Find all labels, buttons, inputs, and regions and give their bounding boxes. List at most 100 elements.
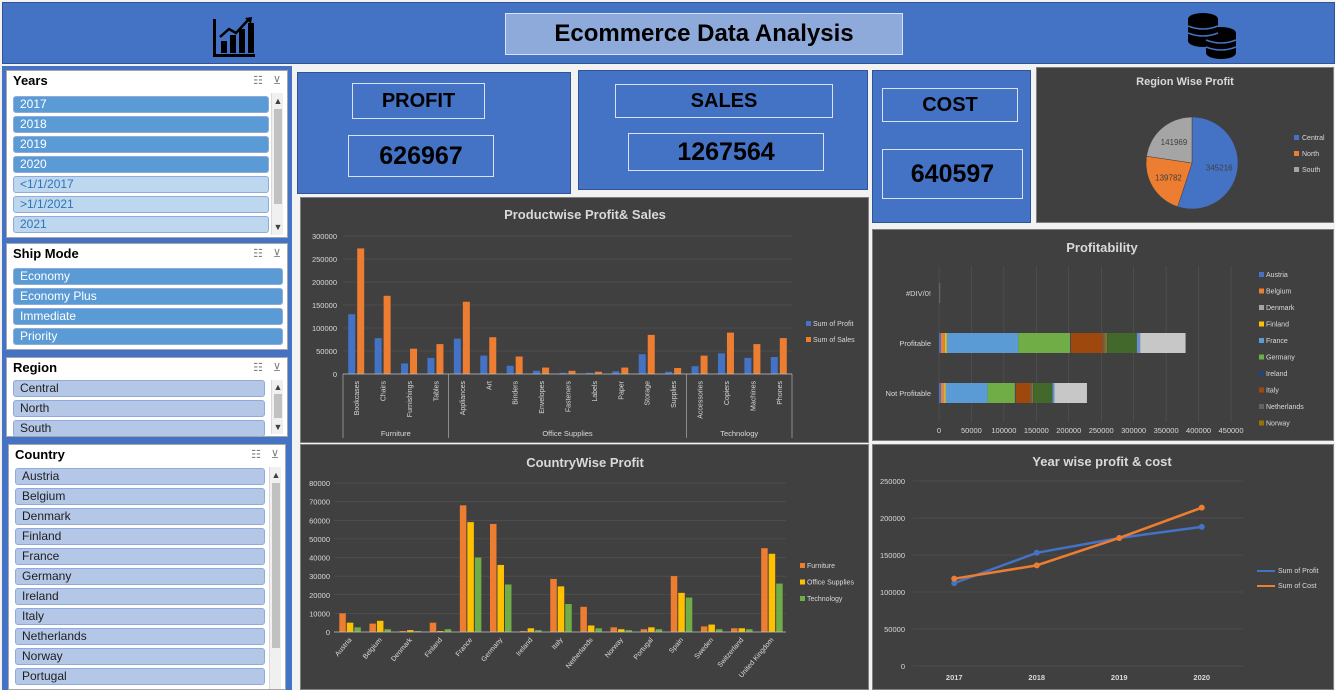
bar bbox=[753, 344, 761, 374]
slicer-item[interactable]: Austria bbox=[15, 468, 265, 485]
bar bbox=[738, 628, 746, 632]
bar-segment bbox=[939, 383, 941, 403]
slicer-item[interactable]: 2020 bbox=[13, 156, 269, 173]
scroll-up-icon[interactable]: ▲ bbox=[273, 382, 283, 392]
bar bbox=[497, 564, 504, 632]
slicer-item[interactable]: 2019 bbox=[13, 136, 269, 153]
bar bbox=[429, 622, 437, 632]
bar bbox=[407, 630, 414, 632]
country-scrollbar[interactable]: ▲ bbox=[269, 467, 281, 689]
slicer-item[interactable]: South bbox=[13, 420, 265, 436]
y-tick-label: 50000 bbox=[316, 347, 337, 356]
scroll-up-icon[interactable]: ▲ bbox=[273, 96, 283, 106]
slicer-item[interactable]: Priority bbox=[13, 328, 283, 345]
slicer-item[interactable]: >1/1/2021 bbox=[13, 196, 269, 213]
chart-title: Profitability bbox=[1066, 240, 1138, 255]
bar-segment bbox=[1107, 333, 1108, 353]
dashboard-title: Ecommerce Data Analysis bbox=[505, 13, 903, 55]
bar-segment bbox=[987, 383, 1015, 403]
y-tick-label: 200000 bbox=[880, 514, 905, 523]
legend-swatch bbox=[1259, 354, 1264, 360]
slicer-item[interactable]: Portugal bbox=[15, 668, 265, 685]
slicer-item[interactable]: Netherlands bbox=[15, 628, 265, 645]
slicer-item[interactable]: France bbox=[15, 548, 265, 565]
x-tick-label: Art bbox=[486, 381, 493, 390]
slicer-item[interactable]: <1/1/2017 bbox=[13, 176, 269, 193]
legend-label: Finland bbox=[1266, 322, 1289, 329]
bar-segment bbox=[944, 333, 945, 353]
x-tick-label: Sweden bbox=[694, 637, 716, 661]
bar-segment bbox=[1140, 333, 1186, 353]
group-label: Office Supplies bbox=[542, 429, 593, 438]
clear-filter-icon[interactable]: ⊻ bbox=[272, 362, 281, 374]
slicer-item[interactable]: Denmark bbox=[15, 508, 265, 525]
legend-label: Sum of Cost bbox=[1278, 583, 1317, 590]
data-point bbox=[951, 575, 958, 582]
slicer-item[interactable]: 2018 bbox=[13, 116, 269, 133]
bar bbox=[655, 629, 663, 632]
multi-select-icon[interactable]: ☷ bbox=[253, 362, 263, 374]
scroll-down-icon[interactable]: ▼ bbox=[273, 422, 283, 432]
slicer-item[interactable]: Central bbox=[13, 380, 265, 397]
country-slicer-title: Country bbox=[15, 447, 65, 462]
slicer-item[interactable]: Finland bbox=[15, 528, 265, 545]
slicer-item[interactable]: Italy bbox=[15, 608, 265, 625]
bar bbox=[401, 363, 409, 374]
slicer-item[interactable]: Ireland bbox=[15, 588, 265, 605]
bar bbox=[625, 630, 633, 632]
legend-swatch bbox=[1259, 420, 1264, 426]
y-tick-label: 40000 bbox=[309, 554, 330, 563]
bar bbox=[691, 366, 699, 374]
bar bbox=[374, 338, 382, 374]
slicer-item[interactable]: Immediate bbox=[13, 308, 283, 325]
legend-label: Italy bbox=[1266, 388, 1279, 395]
profitability-chart[interactable]: Profitability 0 50000 100000 150000 200000 250… bbox=[872, 229, 1334, 441]
scroll-down-icon[interactable]: ▼ bbox=[273, 222, 283, 232]
bar-segment bbox=[1015, 383, 1031, 403]
profit-value: 626967 bbox=[348, 135, 494, 177]
product-bar-chart[interactable]: Productwise Profit& Sales 0 50000 100000 150… bbox=[300, 197, 869, 443]
legend-label: Netherlands bbox=[1266, 404, 1304, 411]
year-line-chart[interactable]: Year wise profit & cost 0 50000 100000 15000… bbox=[872, 444, 1334, 690]
region-scrollbar[interactable]: ▲ ▼ bbox=[271, 380, 283, 434]
legend-swatch bbox=[800, 596, 805, 601]
bar bbox=[354, 627, 361, 632]
bar bbox=[399, 631, 407, 632]
country-bar-chart[interactable]: CountryWise Profit 0 10000 20000 30000 40000 5… bbox=[300, 444, 869, 690]
x-tick-label: Accessories bbox=[698, 381, 705, 419]
slicer-item[interactable]: 2021 bbox=[13, 216, 269, 233]
y-tick-label: 60000 bbox=[309, 516, 330, 525]
slicer-item[interactable]: 2017 bbox=[13, 96, 269, 113]
multi-select-icon[interactable]: ☷ bbox=[253, 75, 263, 87]
years-scrollbar[interactable]: ▲ ▼ bbox=[271, 93, 283, 235]
slicer-item[interactable]: Germany bbox=[15, 568, 265, 585]
x-tick-label: Netherlands bbox=[565, 636, 595, 670]
legend-label: Denmark bbox=[1266, 305, 1295, 312]
multi-select-icon[interactable]: ☷ bbox=[253, 248, 263, 260]
multi-select-icon[interactable]: ☷ bbox=[251, 449, 261, 461]
bar bbox=[515, 356, 523, 374]
clear-filter-icon[interactable]: ⊻ bbox=[272, 248, 281, 260]
bar bbox=[383, 295, 391, 374]
bar-segment bbox=[1107, 333, 1137, 353]
bar bbox=[700, 626, 708, 632]
slicer-item[interactable]: Norway bbox=[15, 648, 265, 665]
bar-chart-icon bbox=[213, 17, 255, 57]
x-tick-label: 2018 bbox=[1028, 673, 1045, 682]
slicer-item[interactable]: Economy Plus bbox=[13, 288, 283, 305]
y-tick-label: 10000 bbox=[309, 609, 330, 618]
slicer-item[interactable]: Belgium bbox=[15, 488, 265, 505]
profit-card: PROFIT 626967 bbox=[297, 72, 571, 194]
clear-filter-icon[interactable]: ⊻ bbox=[270, 449, 279, 461]
slicer-item[interactable]: North bbox=[13, 400, 265, 417]
region-pie-chart[interactable]: Region Wise Profit 345216 139782 141969 Cent… bbox=[1036, 67, 1334, 223]
x-tick-label: Chairs bbox=[381, 381, 388, 402]
scroll-up-icon[interactable]: ▲ bbox=[271, 470, 281, 480]
clear-filter-icon[interactable]: ⊻ bbox=[272, 75, 281, 87]
slicer-item[interactable]: Economy bbox=[13, 268, 283, 285]
x-tick-label: Fasteners bbox=[566, 381, 573, 413]
bar bbox=[427, 357, 435, 374]
legend-swatch bbox=[1259, 338, 1264, 343]
y-tick-label: 150000 bbox=[312, 301, 337, 310]
x-tick-label: Italy bbox=[551, 636, 565, 651]
